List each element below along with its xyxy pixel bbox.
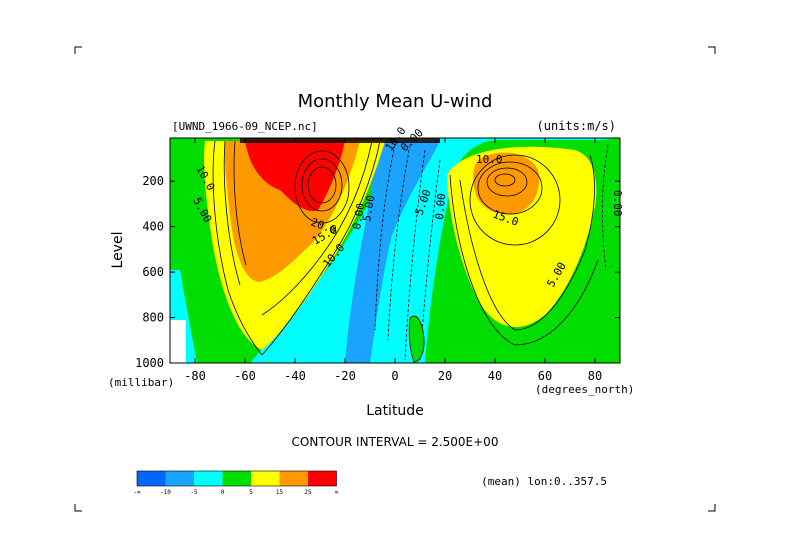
colorbar-label: -∞ [133, 489, 141, 496]
colorbar-label: 0 [221, 489, 225, 496]
colorbar-swatch [137, 471, 166, 486]
units-label: (units:m/s) [537, 119, 616, 133]
contour-label: 0.00 [611, 190, 624, 217]
y-tick-label: 200 [142, 174, 164, 188]
x-tick-label: 60 [538, 369, 552, 383]
y-tick-label: 800 [142, 311, 164, 325]
x-units-label: (degrees_north) [535, 383, 634, 396]
colorbar-swatch [165, 471, 194, 486]
colorbar-swatch [251, 471, 280, 486]
colorbar-label: 5 [249, 489, 253, 496]
colorbar-swatch [279, 471, 308, 486]
y-tick-label: 1000 [135, 356, 164, 370]
contour-label: 0.00 [433, 193, 448, 221]
colorbar-swatch [308, 471, 337, 486]
contour-interval-text: CONTOUR INTERVAL = 2.500E+00 [292, 435, 499, 449]
y-axis-title: Level [110, 232, 126, 269]
colorbar: -∞ -10 -5 0 5 15 25 ∞ [133, 470, 339, 496]
corner-marks [74, 46, 716, 512]
contour-label: 5.00 [360, 194, 377, 222]
x-tick-label: -20 [334, 369, 356, 383]
y-axis: 200 400 600 800 1000 [135, 174, 620, 370]
x-tick-label: 0 [391, 369, 398, 383]
x-tick-label: -40 [284, 369, 306, 383]
y-units-label: (millibar) [108, 376, 174, 389]
x-axis: -80 -60 -40 -20 0 20 40 60 80 [184, 138, 602, 383]
colorbar-label: 15 [276, 489, 284, 496]
dataset-label: [UWND_1966-09_NCEP.nc] [172, 120, 318, 133]
x-tick-label: -60 [234, 369, 256, 383]
chart-title: Monthly Mean U-wind [298, 91, 493, 112]
top-dark-band [240, 138, 440, 143]
region-south-jet-red [245, 141, 345, 211]
y-tick-label: 400 [142, 220, 164, 234]
x-tick-label: -80 [184, 369, 206, 383]
x-tick-label: 80 [588, 369, 602, 383]
colorbar-label: ∞ [335, 489, 339, 496]
colorbar-label: -10 [160, 489, 171, 496]
equatorial-green-patch [408, 315, 425, 363]
x-tick-label: 20 [438, 369, 452, 383]
mean-text: (mean) lon:0..357.5 [481, 475, 607, 488]
colorbar-frame [136, 470, 337, 487]
colorbar-label: -5 [190, 489, 198, 496]
contour-label: 0.00 [350, 202, 367, 230]
missing-surface [170, 320, 186, 363]
contour-label: 10.0 [476, 153, 503, 166]
contour-lines [212, 140, 599, 356]
y-tick-label: 600 [142, 265, 164, 279]
x-tick-label: 40 [488, 369, 502, 383]
colorbar-label: 25 [304, 489, 312, 496]
colorbar-swatch [194, 471, 223, 486]
contour-field [170, 138, 620, 363]
region-tropical-easterlies [345, 141, 440, 363]
x-axis-title: Latitude [366, 403, 424, 419]
colorbar-swatch [222, 471, 251, 486]
